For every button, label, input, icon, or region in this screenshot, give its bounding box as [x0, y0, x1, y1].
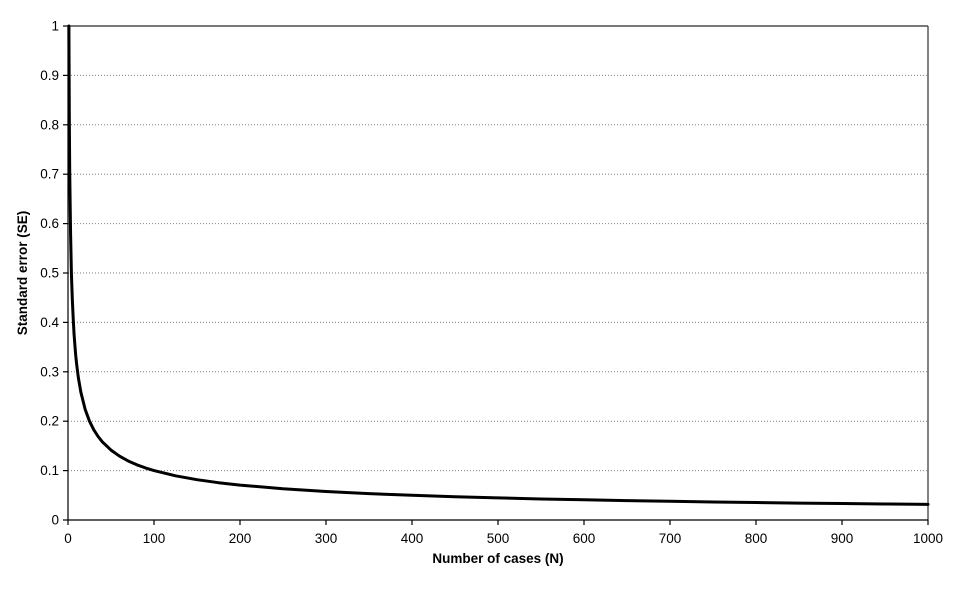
- y-tick-label: 0.5: [40, 266, 59, 281]
- y-tick-label: 0.1: [40, 463, 59, 478]
- x-tick-label: 600: [573, 531, 596, 546]
- y-tick-label: 0.3: [40, 364, 59, 379]
- x-tick-label: 300: [315, 531, 338, 546]
- x-tick-label: 500: [487, 531, 510, 546]
- x-tick-label: 100: [143, 531, 166, 546]
- x-tick-label: 400: [401, 531, 424, 546]
- se-curve: [67, 24, 930, 506]
- y-tick-label: 1: [51, 19, 59, 34]
- tick-labels: 0 0.1 0.2 0.3 0.4 0.5 0.6 0.7 0.8 0.9 1 0 100 200 300 4…: [40, 19, 943, 547]
- y-tick-label: 0.9: [40, 68, 59, 83]
- y-tick-label: 0.4: [40, 315, 59, 330]
- gridlines: [68, 74, 928, 472]
- y-tick-label: 0.2: [40, 414, 59, 429]
- x-tick-label: 800: [745, 531, 768, 546]
- x-tick-label: 0: [64, 531, 72, 546]
- ticks: [63, 25, 929, 525]
- y-tick-label: 0.8: [40, 117, 59, 132]
- x-tick-label: 900: [831, 531, 854, 546]
- x-tick-label: 1000: [913, 531, 943, 546]
- y-tick-label: 0: [51, 513, 59, 528]
- x-tick-label: 200: [229, 531, 252, 546]
- y-tick-label: 0.7: [40, 167, 59, 182]
- x-axis-label: Number of cases (N): [432, 551, 563, 566]
- y-axis-label: Standard error (SE): [15, 211, 30, 336]
- x-tick-label: 700: [659, 531, 682, 546]
- plot-border: [68, 25, 929, 520]
- y-tick-label: 0.6: [40, 216, 59, 231]
